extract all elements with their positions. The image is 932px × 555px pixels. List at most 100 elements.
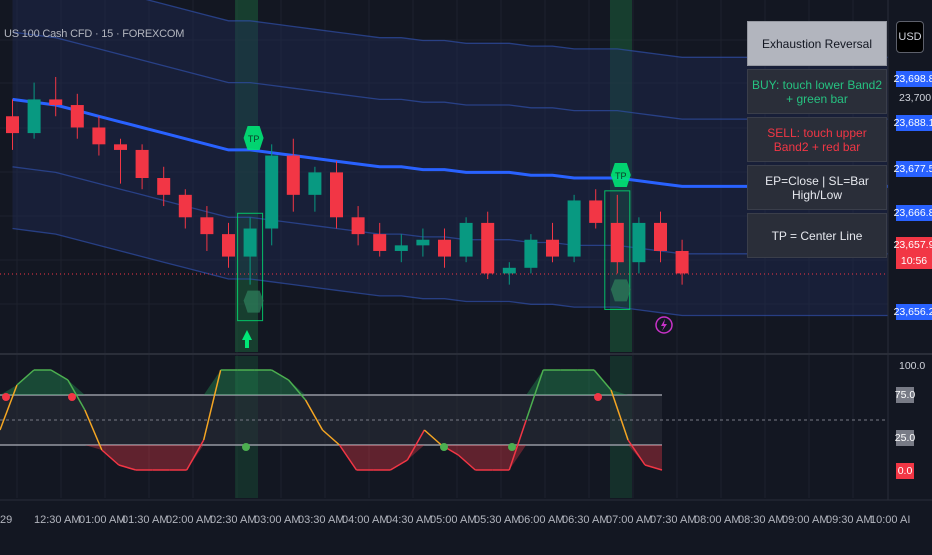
oscillator-level-75: 75.0 <box>894 387 916 403</box>
time-label: 08:00 AM <box>694 514 741 526</box>
currency-button[interactable]: USD <box>896 21 924 53</box>
bearish-candle <box>481 222 495 274</box>
bullish-candle <box>394 245 408 251</box>
bearish-candle <box>438 239 451 257</box>
info-panel-sell-rule: SELL: touch upper Band2 + red bar <box>747 117 887 162</box>
time-label: 01:30 AM <box>122 514 169 526</box>
price-axis-label: 23,700.0 <box>899 92 932 104</box>
bullish-candle <box>265 155 279 229</box>
oscillator-level-25: 25.0 <box>894 430 916 446</box>
info-panel-buy-rule: BUY: touch lower Band2 + green bar <box>747 69 887 114</box>
bearish-candle <box>286 155 300 195</box>
sl-flag-icon <box>610 279 631 302</box>
band-lower-2 <box>12 227 888 317</box>
tp-label: TP <box>248 134 260 144</box>
time-label: 10:00 AI <box>870 514 911 526</box>
time-label: 12:30 AM <box>34 514 81 526</box>
bearish-candle <box>610 222 624 263</box>
strategy-info-panel: Exhaustion Reversal BUY: touch lower Ban… <box>747 21 887 261</box>
oscillator-line-segment <box>644 464 663 471</box>
bearish-candle <box>6 116 19 134</box>
bearish-candle <box>222 234 235 257</box>
oscillator-line-segment <box>508 419 527 471</box>
bearish-candle <box>49 99 63 106</box>
oscillator-line-segment <box>50 369 69 381</box>
tp-flag-icon <box>243 126 264 150</box>
oscillator-signal-dot <box>2 393 10 401</box>
last-price-tag: 23,657.9 <box>893 237 932 253</box>
time-label: 07:00 AM <box>606 514 653 526</box>
oscillator-overbought-fill <box>0 370 662 395</box>
time-label: 06:00 AM <box>518 514 565 526</box>
price-tag-band-upper2: 23,698.8 <box>893 71 932 87</box>
oscillator-signal-dot <box>594 393 602 401</box>
bullish-candle <box>567 200 581 257</box>
bearish-candle <box>178 194 192 218</box>
band-upper-2 <box>145 0 888 58</box>
oscillator-line-segment <box>67 379 86 411</box>
bearish-candle <box>135 149 149 178</box>
oscillator-line-segment <box>16 369 35 386</box>
bullish-candle <box>308 172 322 195</box>
time-label: 06:30 AM <box>562 514 609 526</box>
bullish-candle <box>416 239 430 246</box>
bullish-candle <box>459 222 473 257</box>
time-label: 03:00 AM <box>254 514 301 526</box>
oscillator-oversold-fill <box>0 445 662 470</box>
oscillator-line-segment <box>0 384 18 431</box>
oscillator-line-segment <box>271 369 289 381</box>
oscillator-line-segment <box>390 459 408 471</box>
sl-flag-icon <box>243 290 264 313</box>
signal-box <box>604 190 631 310</box>
oscillator-line-segment <box>287 379 307 401</box>
time-label: 29 <box>0 514 13 526</box>
oscillator-line-segment <box>593 369 612 391</box>
bearish-candle <box>200 217 214 235</box>
bearish-candle <box>70 105 84 128</box>
info-panel-tp-rule: TP = Center Line <box>747 213 887 258</box>
time-label: 02:00 AM <box>166 514 213 526</box>
time-label: 05:30 AM <box>474 514 521 526</box>
info-panel-title: Exhaustion Reversal <box>747 21 887 66</box>
time-label: 04:30 AM <box>386 514 433 526</box>
oscillator-signal-dot <box>508 443 516 451</box>
oscillator-line-segment <box>186 439 205 471</box>
time-label: 07:30 AM <box>650 514 697 526</box>
tp-label: TP <box>615 171 627 181</box>
bullish-candle <box>27 99 41 134</box>
oscillator-signal-dot <box>68 393 76 401</box>
time-label: 09:00 AM <box>782 514 829 526</box>
oscillator-line-segment <box>84 409 103 451</box>
oscillator-line-segment <box>101 449 120 466</box>
oscillator-line-segment <box>457 454 476 471</box>
center-line <box>12 97 888 188</box>
info-panel-entry-rule: EP=Close | SL=Bar High/Low <box>747 165 887 210</box>
symbol-title: US 100 Cash CFD · 15 · FOREXCOM <box>4 28 185 40</box>
oscillator-line-segment <box>338 444 358 471</box>
oscillator-line-segment <box>525 369 544 421</box>
bearish-candle <box>546 239 559 257</box>
bearish-candle <box>157 178 171 195</box>
bearish-candle <box>373 234 387 251</box>
lightning-bolt-icon <box>661 319 667 331</box>
oscillator-line-segment <box>304 399 324 431</box>
time-label: 05:00 AM <box>430 514 477 526</box>
buy-signal-marker: TP <box>237 126 264 322</box>
lightning-icon <box>655 316 673 334</box>
time-label: 04:00 AM <box>342 514 389 526</box>
bearish-candle <box>654 222 667 251</box>
bearish-candle <box>351 217 365 235</box>
oscillator-line-segment <box>423 429 442 446</box>
signal-box <box>237 212 264 322</box>
oscillator-line-segment <box>406 429 426 461</box>
buy-arrow-icon <box>242 330 252 348</box>
time-label: 01:00 AM <box>79 514 126 526</box>
oscillator-line-segment <box>322 429 340 446</box>
bearish-candle <box>92 127 106 145</box>
time-label: 09:30 AM <box>826 514 873 526</box>
time-label: 03:30 AM <box>298 514 345 526</box>
oscillator-line-segment <box>202 369 222 441</box>
price-tag-band-lower2: 23,656.2 <box>893 304 932 320</box>
